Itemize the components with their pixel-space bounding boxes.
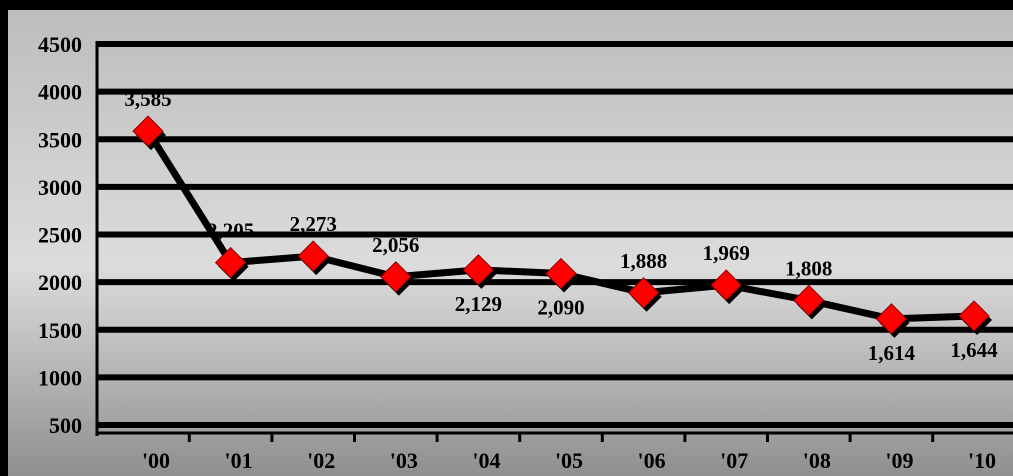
data-label: 1,969 [703, 241, 750, 265]
data-point-marker [132, 115, 164, 147]
data-point-marker [958, 300, 990, 332]
y-tick-label: 3000 [38, 175, 82, 200]
data-point-marker [793, 284, 825, 317]
y-tick-label: 3500 [38, 127, 82, 152]
data-point-marker [380, 261, 412, 293]
x-tick-label: '05 [555, 448, 583, 473]
y-tick-label: 1000 [38, 365, 82, 390]
data-label: 1,614 [868, 341, 916, 365]
y-tick-label: 4500 [38, 32, 82, 57]
x-tick-label: '00 [142, 448, 170, 473]
y-tick-label: 1500 [38, 318, 82, 343]
data-series [132, 115, 992, 338]
axes: 500 1000 1500 2000 2500 3000 3500 4000 4500 '00 '0… [38, 32, 1013, 473]
y-tick-label: 4000 [38, 80, 82, 105]
data-point-marker [545, 257, 577, 290]
data-labels: 3,585 2,205 2,273 2,056 2,129 2,090 1,888 1,969… [124, 87, 998, 365]
data-label: 2,090 [537, 296, 584, 320]
data-point-marker [627, 277, 660, 309]
y-tick-label: 2000 [38, 270, 82, 295]
data-label: 1,808 [785, 256, 832, 280]
x-tick-label: '02 [307, 448, 335, 473]
data-point-marker [214, 246, 247, 279]
x-tick-label: '09 [885, 448, 913, 473]
data-point-marker [297, 240, 329, 272]
data-label: 1,888 [620, 249, 667, 273]
x-tick-label: '07 [720, 448, 748, 473]
plot-area [8, 10, 1013, 476]
x-tick-label: '10 [968, 448, 996, 473]
x-tick-label: '03 [390, 448, 418, 473]
data-point-marker [875, 303, 908, 335]
data-label: 1,644 [950, 338, 998, 362]
data-label: 2,273 [290, 212, 337, 236]
y-tick-label: 2500 [38, 223, 82, 248]
x-tick-label: '08 [803, 448, 831, 473]
data-point-marker [710, 269, 742, 301]
data-label: 2,056 [372, 233, 419, 257]
gridlines [97, 41, 1013, 428]
x-tick-label: '06 [638, 448, 666, 473]
y-tick-label: 500 [49, 413, 82, 438]
x-tick-label: '01 [225, 448, 253, 473]
x-tick-label: '04 [472, 448, 500, 473]
data-label: 2,205 [207, 219, 254, 243]
data-label: 2,129 [455, 292, 502, 316]
data-label: 3,585 [124, 87, 171, 111]
data-point-marker [462, 254, 495, 286]
